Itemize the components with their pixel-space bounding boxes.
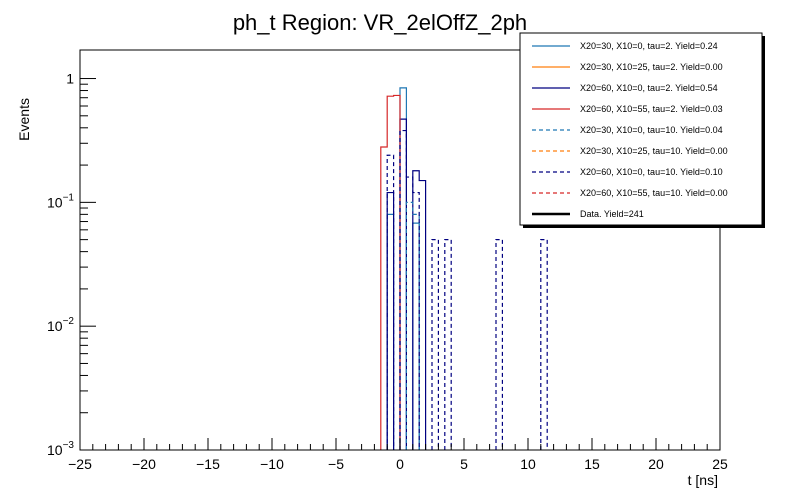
- x-tick-label-4: −5: [328, 456, 344, 472]
- y-axis-label: Events: [16, 98, 32, 141]
- y-tick-label-2: 10−1: [47, 192, 74, 210]
- series-3-bin-0: [381, 147, 387, 450]
- series-3-histogram: [380, 94, 401, 450]
- legend-label-7: X20=60, X10=55, tau=10. Yield=0.00: [580, 188, 728, 198]
- legend-label-6: X20=60, X10=0, tau=10. Yield=0.10: [580, 167, 723, 177]
- axes: −25 −20 −15 −10 −5 0 5 10 15 20 25 10−3 10−2 10−1 1: [47, 49, 728, 472]
- y-tick-label-0: 10−3: [47, 440, 74, 458]
- x-tick-label-1: −20: [132, 456, 156, 472]
- plot-area: [380, 87, 548, 450]
- x-tick-label-3: −10: [260, 456, 284, 472]
- series-6-bin-6: [496, 240, 502, 450]
- x-tick-label-2: −15: [196, 456, 220, 472]
- series-6-bin-0: [387, 155, 393, 450]
- series-6-bin-7: [541, 240, 547, 450]
- legend: X20=30, X10=0, tau=2. Yield=0.24 X20=30, …: [519, 32, 765, 228]
- series-6-histogram: [386, 129, 548, 450]
- x-axis-label: t [ns]: [688, 472, 718, 488]
- x-tick-label-9: 20: [648, 456, 664, 472]
- series-3-bin-2: [394, 95, 400, 450]
- x-tick-label-7: 10: [520, 456, 536, 472]
- legend-label-8: Data. Yield=241: [580, 209, 644, 219]
- y-tick-label-1: 10−2: [47, 316, 74, 334]
- series-6-bin-2: [406, 177, 412, 450]
- series-2-bin-3: [419, 181, 425, 450]
- x-tick-label-5: 0: [396, 456, 404, 472]
- legend-label-2: X20=60, X10=0, tau=2. Yield=0.54: [580, 83, 718, 93]
- y-tick-label-3: 1: [66, 71, 74, 87]
- legend-label-3: X20=60, X10=55, tau=2. Yield=0.03: [580, 104, 723, 114]
- series-6-bin-5: [445, 240, 451, 450]
- legend-label-1: X20=30, X10=25, tau=2. Yield=0.00: [580, 62, 723, 72]
- x-tick-label-0: −25: [68, 456, 92, 472]
- x-tick-label-6: 5: [460, 456, 468, 472]
- series-6-bin-4: [432, 240, 438, 450]
- legend-label-4: X20=30, X10=0, tau=10. Yield=0.04: [580, 125, 723, 135]
- x-tick-label-8: 15: [584, 456, 600, 472]
- series-6-bin-3: [413, 193, 419, 450]
- legend-label-5: X20=30, X10=25, tau=10. Yield=0.00: [580, 146, 728, 156]
- legend-label-0: X20=30, X10=0, tau=2. Yield=0.24: [580, 41, 718, 51]
- x-tick-label-10: 25: [712, 456, 728, 472]
- series-6-bin-1: [400, 131, 406, 450]
- series-4-histogram: [405, 201, 420, 450]
- chart-title: ph_t Region: VR_2elOffZ_2ph: [233, 10, 527, 35]
